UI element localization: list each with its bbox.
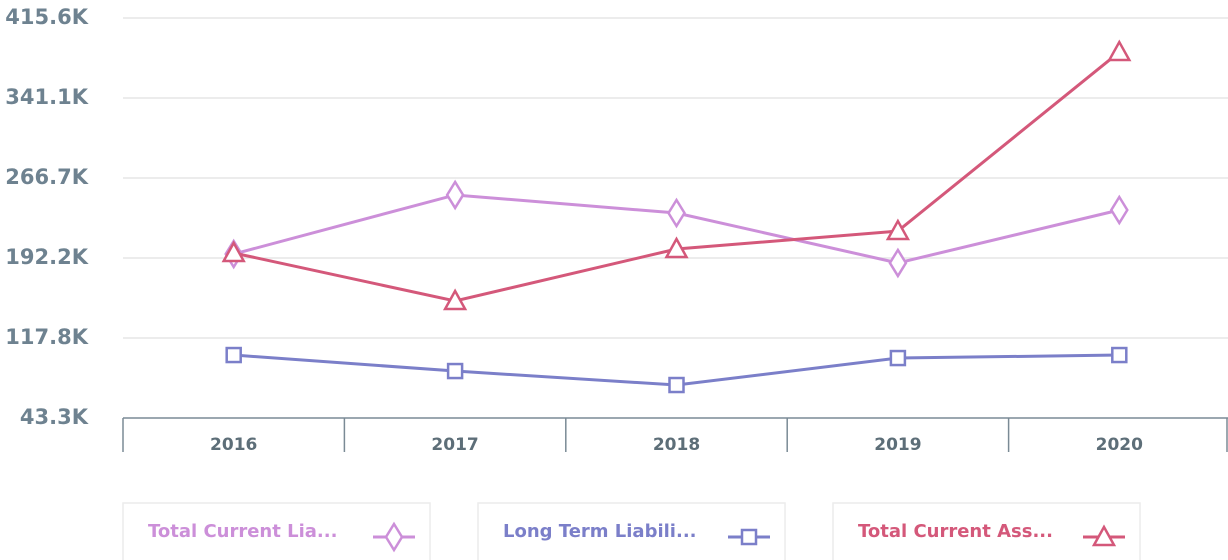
marker <box>664 236 689 259</box>
y-tick-label: 415.6K <box>5 5 88 29</box>
marker <box>442 288 468 311</box>
marker <box>1107 39 1132 62</box>
y-tick-label: 117.8K <box>5 325 88 349</box>
legend-item[interactable] <box>477 502 786 560</box>
marker <box>445 179 465 211</box>
y-tick-label: 43.3K <box>20 405 89 429</box>
marker <box>225 346 242 364</box>
marker <box>1109 194 1129 226</box>
y-tick-label: 266.7K <box>5 165 88 189</box>
marker <box>667 197 686 229</box>
x-tick-label: 2019 <box>874 435 921 455</box>
marker <box>885 218 911 241</box>
series-line <box>233 50 1121 303</box>
marker <box>384 521 404 553</box>
legend-label: Total Current Ass... <box>858 521 1053 542</box>
marker <box>446 362 464 380</box>
y-tick-label: 192.2K <box>5 245 88 269</box>
y-tick-label: 341.1K <box>5 85 88 109</box>
legend-item[interactable] <box>122 502 431 560</box>
x-tick-label: 2016 <box>210 435 257 455</box>
marker <box>668 376 685 394</box>
legend-label: Total Current Lia... <box>148 521 337 542</box>
x-tick-label: 2017 <box>431 435 478 455</box>
marker <box>740 528 758 546</box>
legend-label: Long Term Liabili... <box>503 521 697 542</box>
marker <box>1091 524 1117 547</box>
x-tick-label: 2020 <box>1096 435 1143 455</box>
legend-item[interactable] <box>832 502 1141 560</box>
marker <box>1111 346 1128 364</box>
x-tick-label: 2018 <box>653 435 700 455</box>
marker <box>888 247 908 279</box>
marker <box>221 240 246 263</box>
marker <box>889 349 907 367</box>
